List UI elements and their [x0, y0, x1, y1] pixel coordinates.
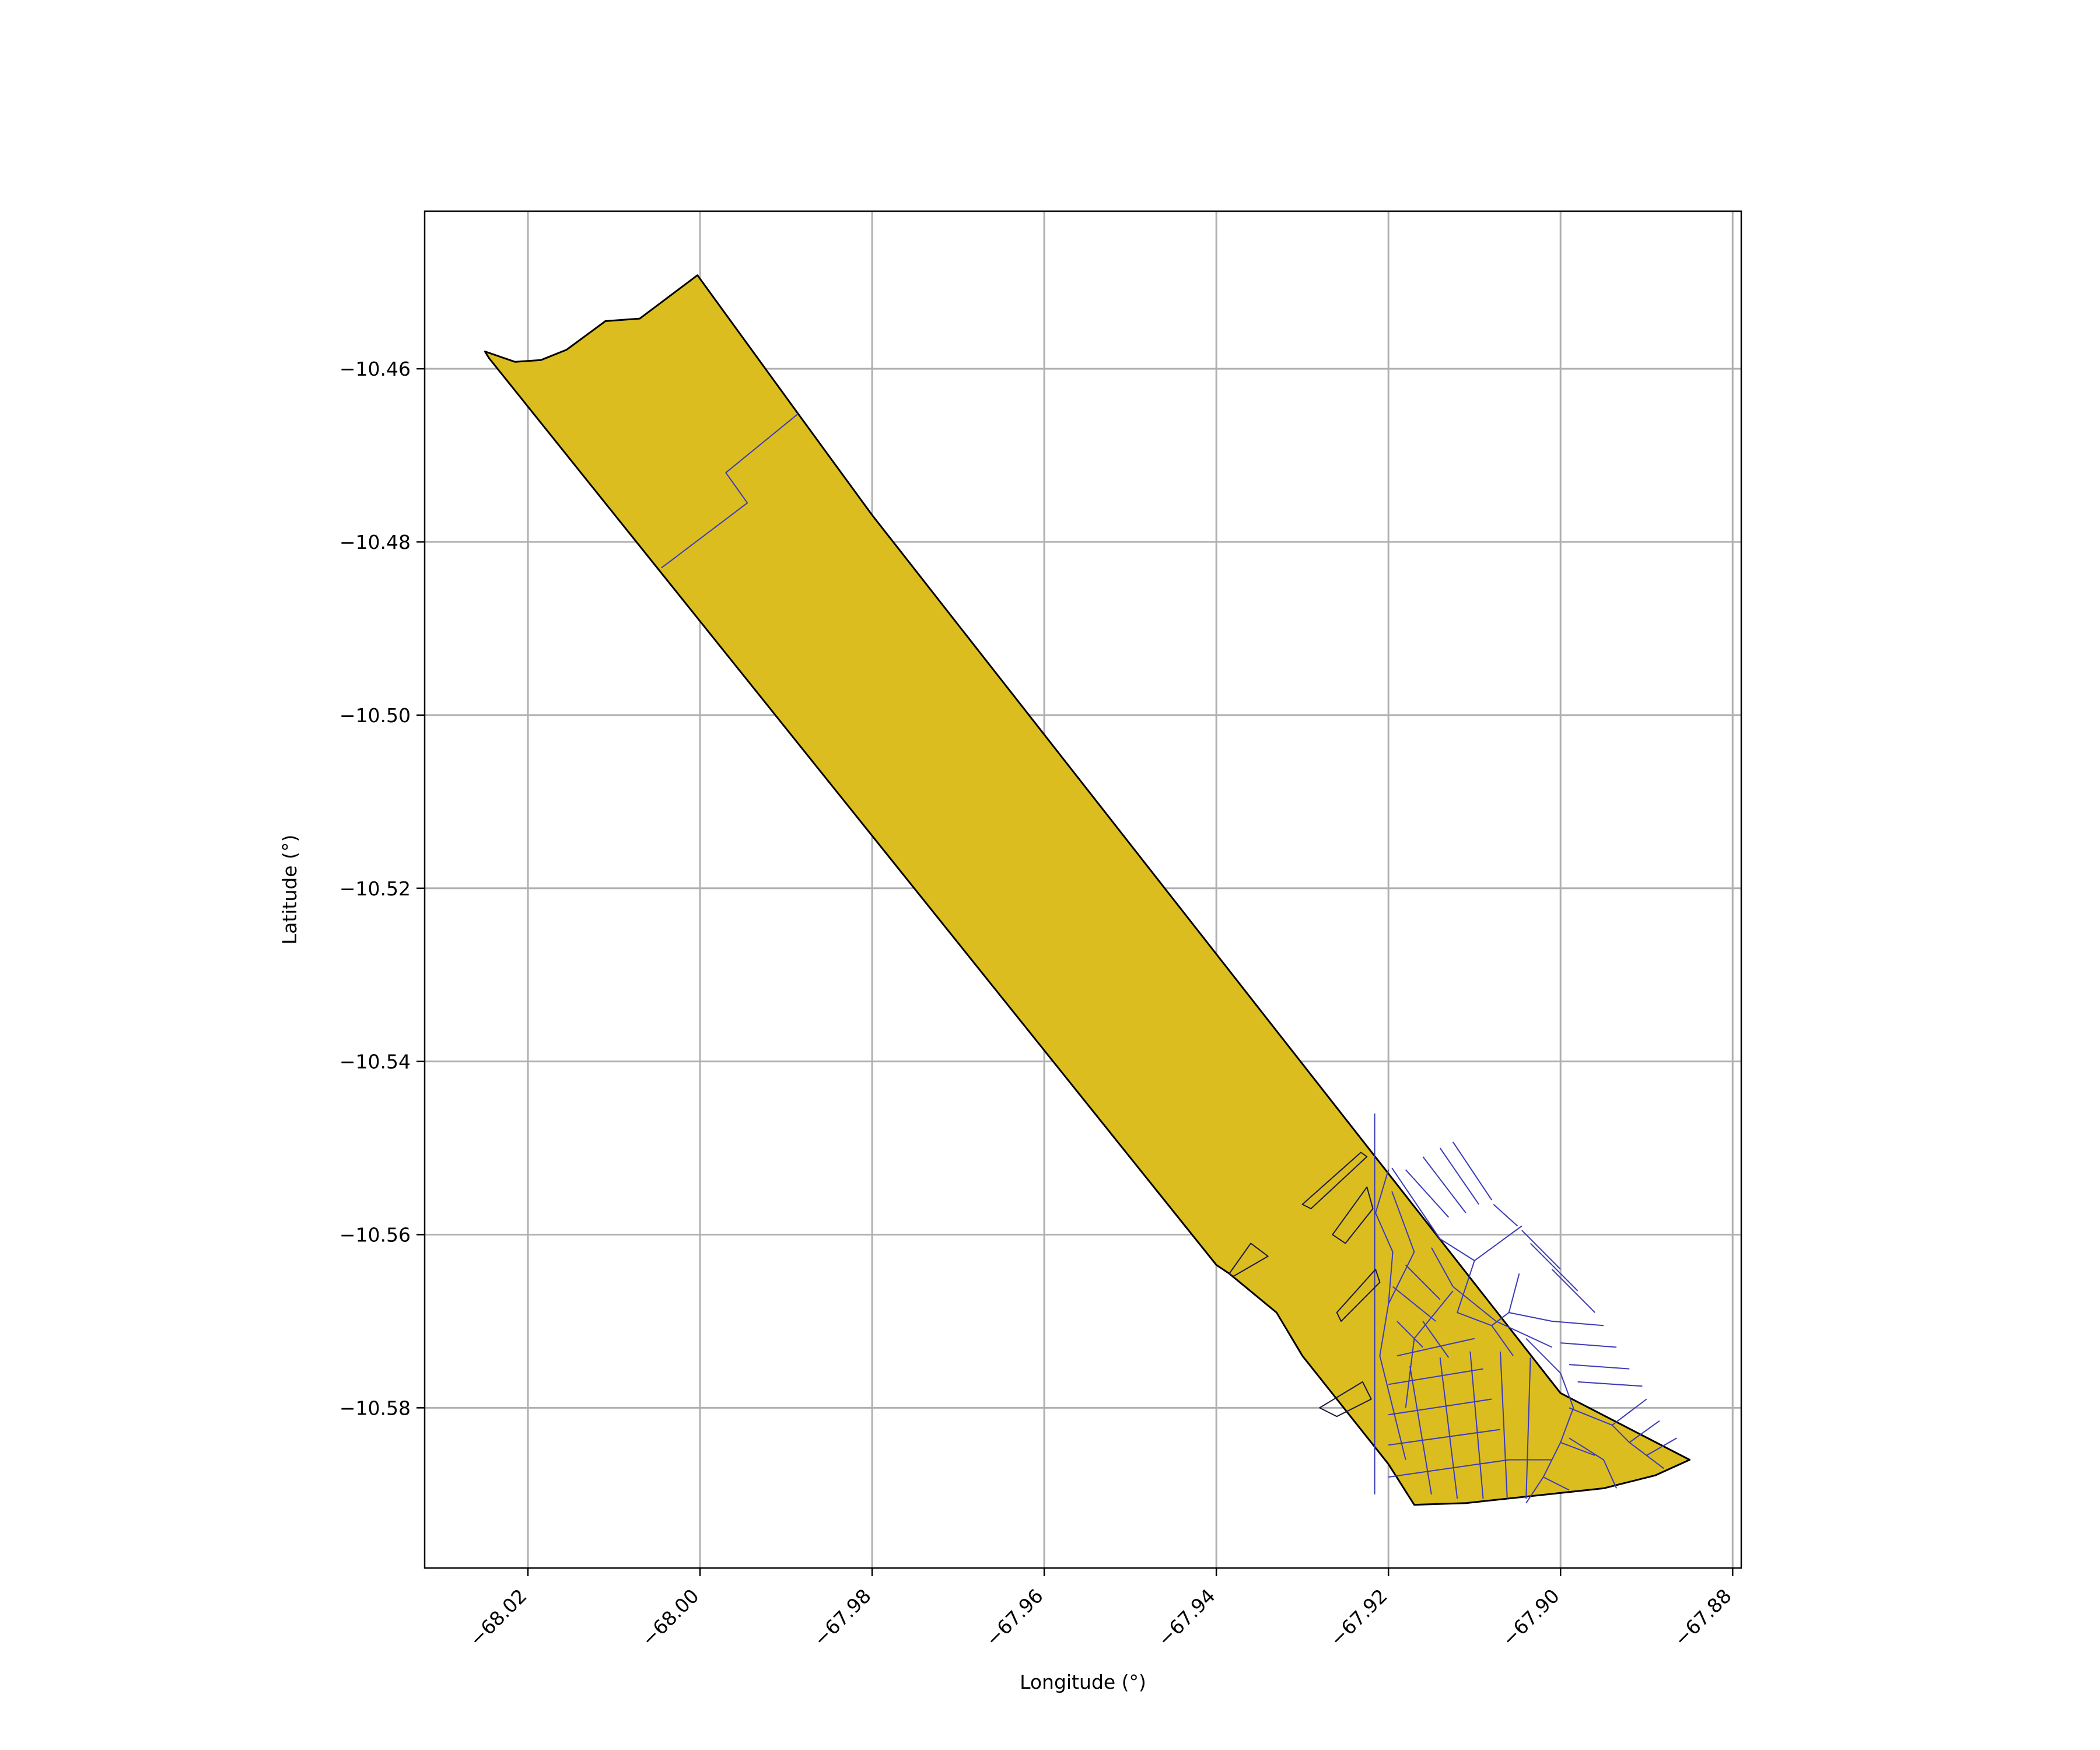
parcel-boundary	[1422, 1321, 1450, 1358]
parcel-boundary	[1560, 1342, 1617, 1348]
parcel-boundary	[1530, 1242, 1578, 1292]
y-axis-label: Latitude (°)	[278, 835, 301, 945]
parcel-boundary	[1569, 1407, 1664, 1469]
parcel-boundary	[1439, 1357, 1458, 1499]
parcel-boundary	[1388, 1429, 1501, 1446]
parcel-boundary	[1431, 1247, 1552, 1348]
parcel-boundary	[1551, 1269, 1595, 1313]
y-axis-ticks: −10.46 −10.48 −10.50 −10.52 −10.54 −10.56 −10.…	[340, 358, 425, 1419]
parcel-boundary	[1493, 1203, 1518, 1227]
parcel-boundary	[1577, 1381, 1643, 1387]
y-tick-label: −10.58	[340, 1396, 411, 1419]
parcel-boundary	[1525, 1338, 1574, 1504]
y-tick-label: −10.54	[340, 1051, 411, 1073]
parcel-boundary	[1422, 1156, 1466, 1214]
parcel-boundary	[1508, 1312, 1552, 1322]
parcel-boundary	[1396, 1321, 1423, 1348]
parcel-boundary	[1560, 1441, 1595, 1456]
y-tick-label: −10.46	[340, 358, 411, 380]
parcel-boundary	[1392, 1286, 1436, 1322]
map-shapes	[484, 274, 1690, 1506]
parcel-polygon	[1319, 1381, 1372, 1418]
parcel-boundary	[1452, 1142, 1493, 1200]
parcel-boundary	[1629, 1420, 1660, 1443]
parcel-boundary	[1500, 1351, 1508, 1499]
parcel-boundary	[1521, 1230, 1561, 1270]
parcel-boundary	[1388, 1191, 1415, 1304]
x-axis-label: Longitude (°)	[1020, 1671, 1146, 1693]
parcel-boundaries	[661, 413, 1677, 1504]
parcel-polygon	[1336, 1268, 1381, 1322]
parcel-boundary	[1646, 1437, 1677, 1456]
parcel-boundary	[1469, 1351, 1484, 1499]
parcel-boundary	[1552, 1321, 1604, 1326]
area-outline	[484, 274, 1690, 1506]
parcel-boundary	[1612, 1398, 1647, 1426]
parcel-boundary	[1543, 1476, 1570, 1491]
parcel-boundary	[1396, 1338, 1475, 1357]
parcel-boundary	[1388, 1459, 1552, 1478]
parcel-boundary	[1405, 1169, 1450, 1218]
y-tick-label: −10.56	[340, 1224, 411, 1247]
plot-frame	[424, 210, 1742, 1569]
parcel-boundary	[1569, 1437, 1618, 1489]
parcel-boundary	[1569, 1364, 1630, 1370]
parcel-polygon	[1301, 1152, 1368, 1209]
parcel-boundary	[661, 413, 799, 569]
parcel-boundary	[1439, 1147, 1479, 1205]
parcel-boundary	[1491, 1325, 1514, 1356]
y-tick-label: −10.48	[340, 531, 411, 554]
parcel-boundary	[1405, 1264, 1441, 1300]
parcel-boundary	[1388, 1368, 1483, 1385]
y-tick-label: −10.50	[340, 704, 411, 727]
parcel-boundary	[1525, 1357, 1531, 1499]
y-tick-label: −10.52	[340, 877, 411, 900]
parcel-polygon	[1228, 1242, 1269, 1277]
parcel-polygon	[1332, 1186, 1374, 1244]
parcel-boundary	[1409, 1366, 1432, 1494]
parcel-boundary	[1391, 1167, 1522, 1262]
